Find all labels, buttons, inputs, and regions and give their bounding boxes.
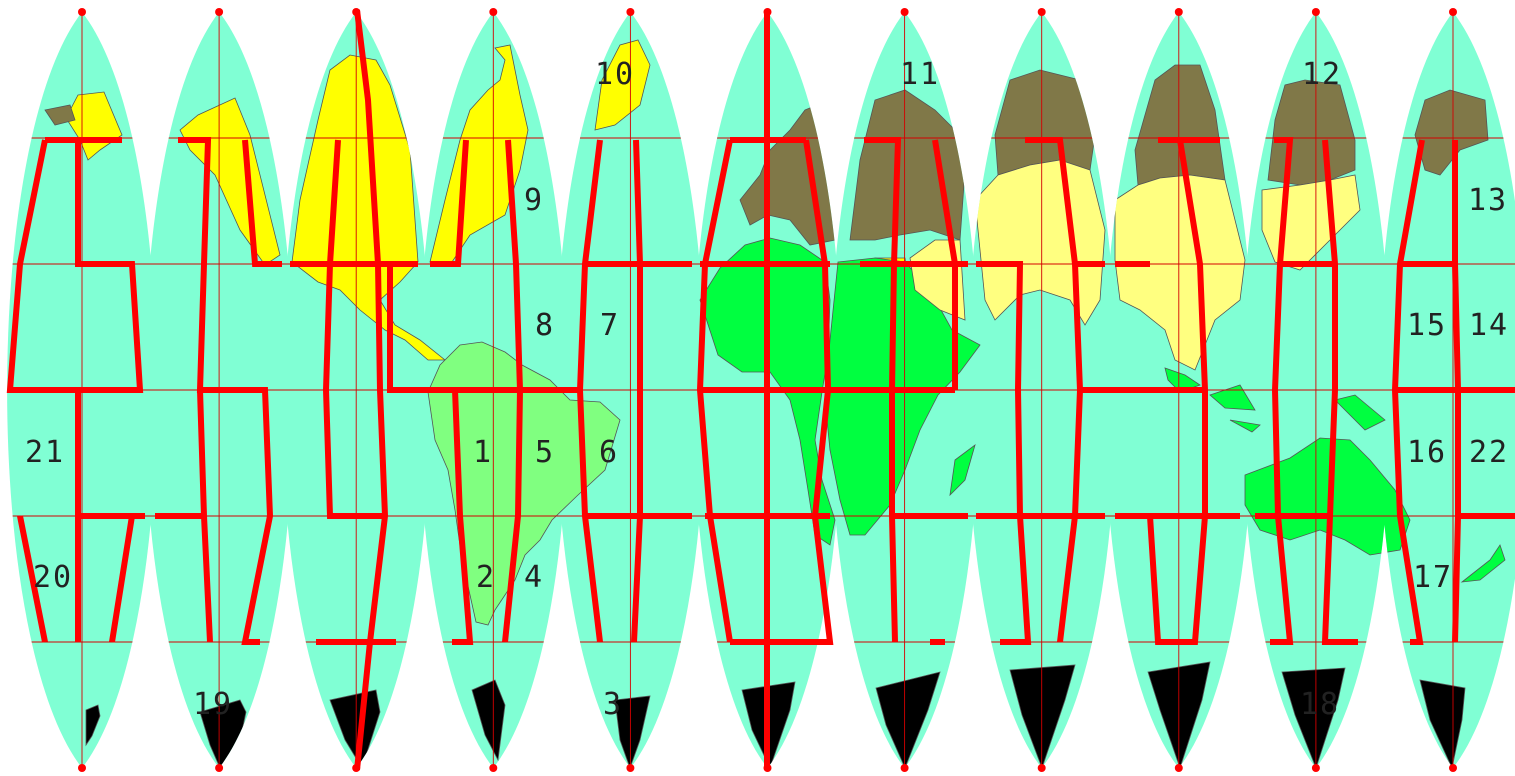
zone-label-14: 14	[1469, 308, 1509, 343]
pole-dot	[489, 8, 498, 16]
zone-boundary-paths	[6, 9, 1515, 771]
zone-label-9: 9	[524, 183, 544, 218]
asia	[909, 159, 1361, 371]
zone-label-2: 2	[476, 560, 496, 595]
pole-dot	[1174, 8, 1183, 16]
zone-label-19: 19	[193, 687, 233, 722]
africa	[699, 237, 981, 546]
pole-dot	[763, 8, 772, 16]
zone-label-18: 18	[1300, 687, 1340, 722]
zone-label-8: 8	[535, 308, 555, 343]
zone-label-20: 20	[33, 560, 73, 595]
zone-labels: 1 2 3 4 5 6 7 8 9 10 11 12 13 14 15 16 1…	[25, 57, 1509, 722]
pole-dot	[78, 764, 86, 772]
zone-label-17: 17	[1413, 560, 1453, 595]
pole-dot	[626, 8, 635, 16]
pole-dot	[900, 8, 909, 16]
pole-dot	[1037, 8, 1046, 16]
zone-label-10: 10	[595, 57, 635, 92]
pole-dot	[626, 764, 635, 772]
australia-indonesia	[1164, 367, 1506, 583]
zone-label-6: 6	[599, 435, 619, 470]
zone-label-13: 13	[1468, 183, 1508, 218]
land-layer	[44, 39, 1506, 768]
pole-dot	[1174, 764, 1183, 772]
pole-dot	[1449, 764, 1457, 772]
pole-dot	[215, 764, 224, 772]
zone-label-1: 1	[473, 435, 493, 470]
zone-label-15: 15	[1407, 308, 1447, 343]
pole-dot	[352, 764, 361, 772]
zone-label-12: 12	[1302, 57, 1342, 92]
pole-dot	[489, 764, 498, 772]
pole-markers	[78, 8, 1457, 772]
zone-label-5: 5	[535, 435, 555, 470]
zone-label-16: 16	[1407, 435, 1447, 470]
pole-dot	[763, 764, 772, 772]
pole-dot	[1311, 764, 1320, 772]
pole-dot	[215, 8, 224, 16]
pole-dot	[1449, 8, 1457, 16]
pole-dot	[1037, 764, 1046, 772]
pole-dot	[78, 8, 86, 16]
zone-label-4: 4	[524, 560, 544, 595]
pole-dot	[1311, 8, 1320, 16]
zone-label-3: 3	[603, 687, 623, 722]
pole-dot	[900, 764, 909, 772]
zone-label-22: 22	[1469, 435, 1509, 470]
zone-label-11: 11	[900, 57, 940, 92]
pole-dot	[352, 8, 361, 16]
zone-label-21: 21	[25, 435, 65, 470]
zone-label-7: 7	[600, 308, 620, 343]
